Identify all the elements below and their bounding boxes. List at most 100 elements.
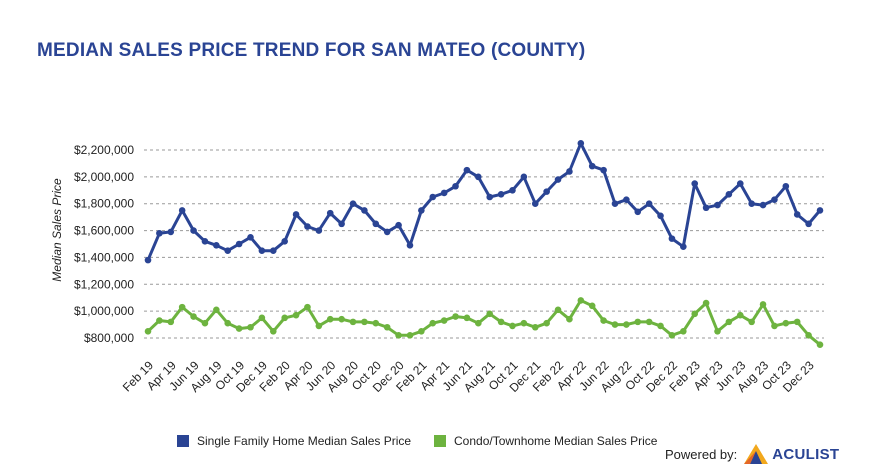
data-point-single-family[interactable]: [531, 200, 539, 208]
data-point-condo[interactable]: [292, 311, 300, 319]
data-point-condo[interactable]: [269, 327, 277, 335]
legend-item-single-family[interactable]: Single Family Home Median Sales Price: [177, 434, 411, 448]
data-point-single-family[interactable]: [440, 189, 448, 197]
data-point-single-family[interactable]: [645, 200, 653, 208]
data-point-single-family[interactable]: [600, 166, 607, 174]
data-point-single-family[interactable]: [213, 242, 220, 249]
data-point-condo[interactable]: [247, 323, 254, 331]
data-point-single-family[interactable]: [634, 208, 642, 216]
data-point-condo[interactable]: [361, 318, 368, 326]
data-point-single-family[interactable]: [224, 247, 232, 255]
data-point-condo[interactable]: [793, 318, 801, 326]
data-point-single-family[interactable]: [588, 162, 596, 170]
data-point-condo[interactable]: [178, 303, 186, 311]
data-point-condo[interactable]: [213, 306, 220, 314]
data-point-single-family[interactable]: [315, 227, 323, 234]
data-point-single-family[interactable]: [418, 207, 425, 214]
data-point-condo[interactable]: [201, 319, 209, 327]
data-point-condo[interactable]: [680, 327, 687, 335]
data-point-single-family[interactable]: [520, 173, 528, 181]
data-point-condo[interactable]: [782, 319, 790, 327]
data-point-condo[interactable]: [372, 319, 380, 327]
data-point-single-family[interactable]: [429, 193, 437, 201]
data-point-single-family[interactable]: [509, 186, 516, 194]
data-point-condo[interactable]: [418, 327, 425, 335]
data-point-single-family[interactable]: [577, 139, 585, 147]
data-point-single-family[interactable]: [144, 256, 152, 264]
data-point-single-family[interactable]: [178, 207, 186, 214]
data-point-single-family[interactable]: [782, 182, 790, 190]
data-point-condo[interactable]: [167, 318, 175, 326]
data-point-condo[interactable]: [315, 322, 323, 330]
data-point-condo[interactable]: [554, 306, 562, 314]
data-point-single-family[interactable]: [714, 201, 721, 209]
data-point-condo[interactable]: [520, 319, 528, 327]
data-point-condo[interactable]: [623, 321, 630, 328]
data-point-condo[interactable]: [691, 310, 699, 318]
data-point-single-family[interactable]: [247, 233, 254, 241]
data-point-condo[interactable]: [611, 321, 619, 328]
data-point-condo[interactable]: [668, 332, 676, 339]
data-point-single-family[interactable]: [668, 235, 676, 242]
data-point-condo[interactable]: [577, 297, 585, 304]
data-point-condo[interactable]: [748, 318, 755, 326]
data-point-condo[interactable]: [600, 317, 607, 324]
data-point-condo[interactable]: [588, 302, 596, 310]
data-point-condo[interactable]: [395, 332, 402, 339]
data-point-condo[interactable]: [543, 319, 550, 327]
data-point-single-family[interactable]: [304, 223, 311, 230]
data-point-condo[interactable]: [452, 313, 459, 320]
data-point-single-family[interactable]: [452, 182, 459, 190]
data-point-condo[interactable]: [190, 313, 197, 320]
data-point-condo[interactable]: [406, 332, 414, 339]
data-point-single-family[interactable]: [793, 211, 801, 218]
data-point-single-family[interactable]: [395, 221, 402, 229]
data-point-single-family[interactable]: [201, 238, 209, 245]
data-point-condo[interactable]: [235, 325, 243, 332]
data-point-single-family[interactable]: [475, 173, 482, 181]
data-point-condo[interactable]: [281, 314, 288, 322]
data-point-condo[interactable]: [702, 299, 710, 307]
data-point-condo[interactable]: [566, 315, 573, 323]
data-point-single-family[interactable]: [190, 227, 197, 234]
data-point-condo[interactable]: [144, 327, 152, 335]
data-point-single-family[interactable]: [269, 247, 277, 255]
data-point-single-family[interactable]: [497, 191, 505, 198]
data-point-condo[interactable]: [634, 318, 642, 326]
data-point-condo[interactable]: [714, 327, 721, 335]
data-point-condo[interactable]: [156, 317, 163, 324]
data-point-single-family[interactable]: [748, 200, 755, 208]
data-point-condo[interactable]: [497, 318, 505, 326]
data-point-condo[interactable]: [486, 310, 493, 318]
data-point-condo[interactable]: [258, 314, 266, 322]
data-point-condo[interactable]: [440, 317, 448, 324]
legend-item-condo[interactable]: Condo/Townhome Median Sales Price: [434, 434, 657, 448]
data-point-single-family[interactable]: [156, 229, 163, 237]
data-point-single-family[interactable]: [281, 238, 288, 245]
data-point-condo[interactable]: [326, 315, 334, 323]
data-point-single-family[interactable]: [338, 220, 345, 228]
data-point-single-family[interactable]: [759, 201, 767, 209]
data-point-condo[interactable]: [531, 323, 539, 331]
data-point-single-family[interactable]: [406, 242, 414, 249]
data-point-condo[interactable]: [509, 322, 516, 330]
data-point-single-family[interactable]: [372, 220, 380, 228]
data-point-condo[interactable]: [338, 315, 345, 323]
data-point-condo[interactable]: [736, 311, 744, 319]
data-point-single-family[interactable]: [611, 200, 619, 208]
data-point-condo[interactable]: [725, 318, 733, 326]
aculist-logo[interactable]: ACULIST: [743, 443, 839, 465]
data-point-single-family[interactable]: [463, 166, 471, 174]
data-point-condo[interactable]: [657, 322, 664, 330]
data-point-condo[interactable]: [645, 318, 653, 326]
data-point-single-family[interactable]: [816, 207, 824, 214]
data-point-single-family[interactable]: [486, 193, 493, 201]
data-point-condo[interactable]: [816, 341, 824, 349]
data-point-single-family[interactable]: [725, 191, 733, 198]
data-point-single-family[interactable]: [623, 196, 630, 203]
data-point-condo[interactable]: [304, 303, 311, 311]
data-point-single-family[interactable]: [702, 204, 710, 212]
data-point-single-family[interactable]: [258, 247, 266, 255]
data-point-condo[interactable]: [759, 301, 767, 308]
data-point-single-family[interactable]: [554, 176, 562, 183]
